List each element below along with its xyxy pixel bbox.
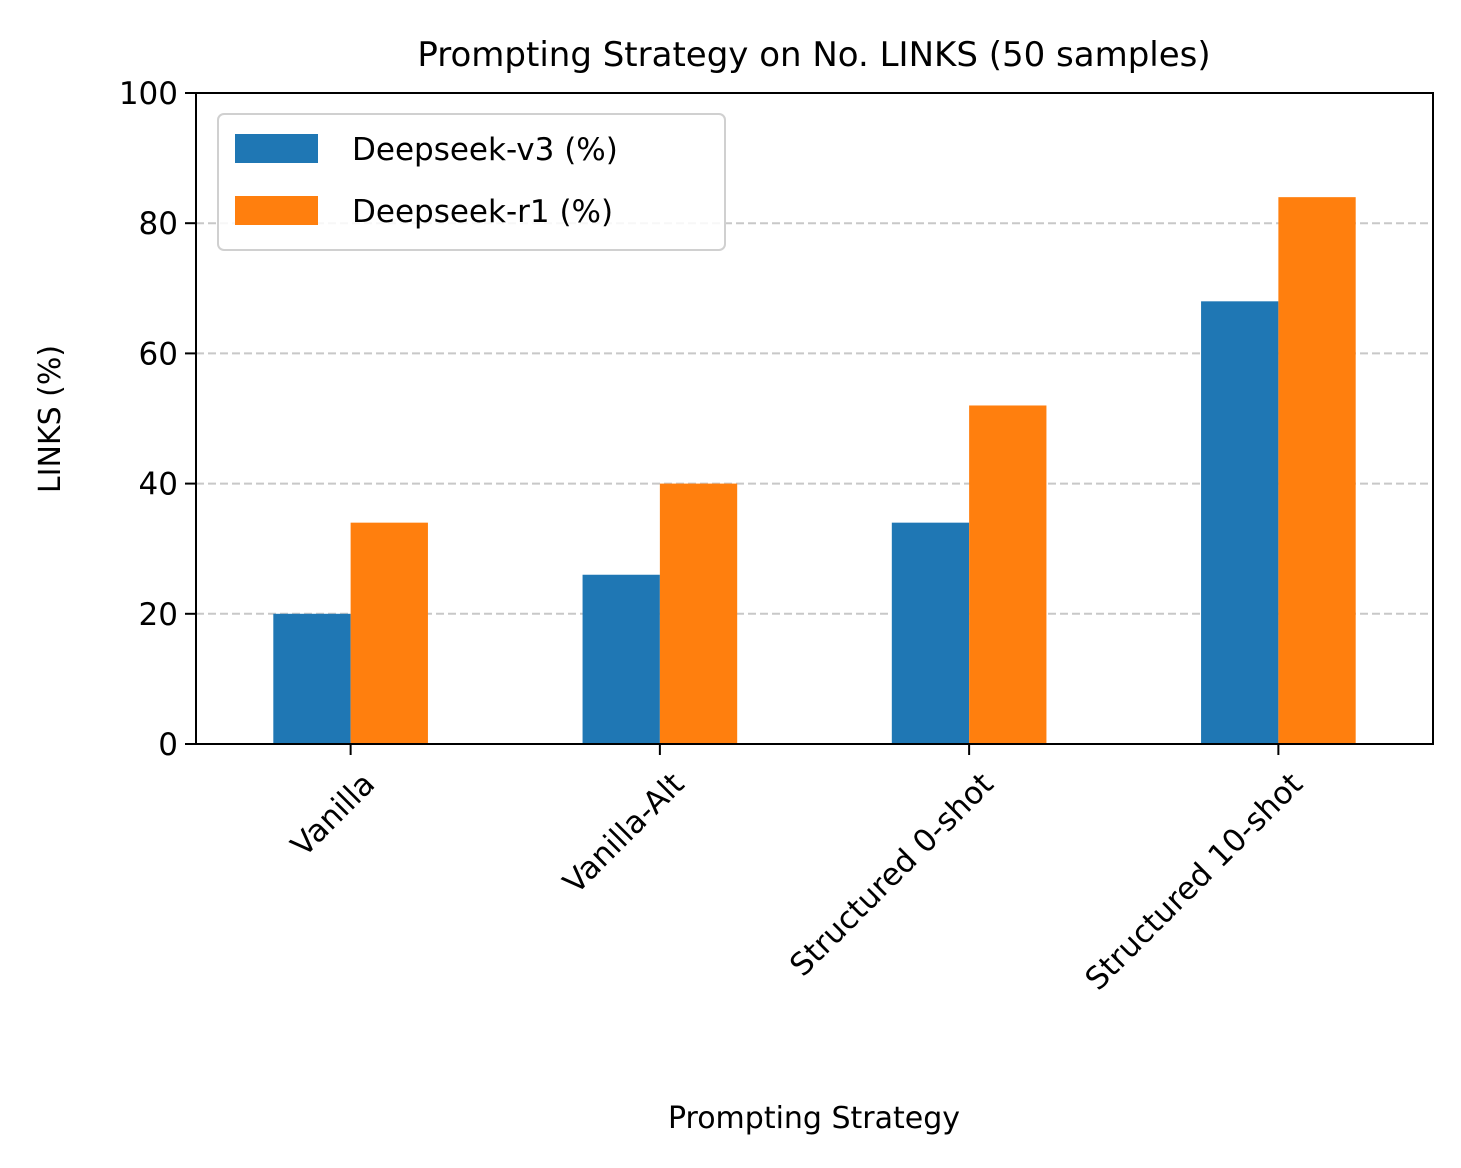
legend-label: Deepseek-r1 (%) xyxy=(352,194,613,230)
bar-v3-3 xyxy=(1201,301,1279,744)
y-axis: 0 20 40 60 80 100 xyxy=(119,76,196,763)
y-tick-label: 20 xyxy=(139,597,178,633)
bar-r1-2 xyxy=(969,405,1047,744)
bar-r1-0 xyxy=(350,522,428,744)
bar-r1-3 xyxy=(1278,197,1356,744)
bar-v3-1 xyxy=(582,574,660,744)
y-tick-label: 60 xyxy=(139,336,178,372)
legend-swatch xyxy=(235,196,318,225)
legend-swatch xyxy=(235,134,318,163)
bar-r1-1 xyxy=(659,483,738,744)
y-tick-label: 80 xyxy=(139,206,178,242)
bars xyxy=(273,197,1356,744)
bar-v3-2 xyxy=(891,522,970,744)
y-tick-label: 0 xyxy=(158,727,178,763)
legend-label: Deepseek-v3 (%) xyxy=(352,132,618,168)
legend-box xyxy=(217,113,726,251)
x-axis-label: Prompting Strategy xyxy=(668,1101,960,1136)
legend: Deepseek-v3 (%) Deepseek-r1 (%) xyxy=(217,113,726,251)
plot-frame xyxy=(195,92,1434,745)
y-axis-label: LINKS (%) xyxy=(33,345,68,493)
y-tick-label: 40 xyxy=(139,467,178,503)
bar-v3-0 xyxy=(273,613,351,744)
chart-title: Prompting Strategy on No. LINKS (50 samp… xyxy=(417,35,1210,75)
y-tick-label: 100 xyxy=(119,76,178,112)
